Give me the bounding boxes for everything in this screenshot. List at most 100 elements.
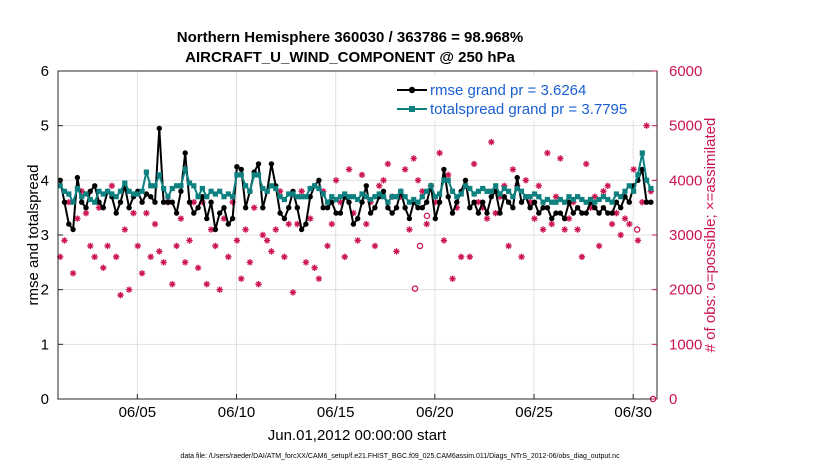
totalspread-point <box>540 199 546 205</box>
legend-rmse-label: rmse grand pr = 3.6264 <box>430 82 586 99</box>
rmse-point <box>527 205 533 211</box>
totalspread-point <box>605 196 611 203</box>
totalspread-point <box>484 188 490 194</box>
rmse-point <box>320 205 326 211</box>
totalspread-point <box>238 172 244 178</box>
rmse-point <box>329 199 335 205</box>
rmse-point <box>389 210 395 216</box>
rmse-point <box>182 150 188 156</box>
y-left-tick-label: 5 <box>41 118 49 135</box>
obs-assimilated-point <box>225 253 232 261</box>
obs-assimilated-point <box>281 253 288 261</box>
rmse-point <box>255 161 262 167</box>
rmse-point <box>475 210 482 216</box>
obs-assimilated-point <box>238 275 245 282</box>
totalspread-point <box>208 188 214 194</box>
rmse-point <box>294 205 300 211</box>
totalspread-point <box>471 191 477 197</box>
y-right-tick-label: 6000 <box>669 63 702 80</box>
obs-assimilated-point <box>457 253 465 261</box>
obs-assimilated-point <box>470 160 478 168</box>
rmse-point <box>277 210 283 216</box>
rmse-point <box>643 199 650 205</box>
y-axis-left-label: rmse and totalspread <box>25 165 42 306</box>
rmse-point <box>363 183 369 189</box>
obs-assimilated-point <box>552 193 560 200</box>
rmse-point <box>462 177 469 183</box>
y-left-tick-label: 2 <box>41 282 49 299</box>
totalspread-point <box>109 191 115 197</box>
totalspread-point <box>518 188 525 194</box>
obs-assimilated-point <box>216 286 223 293</box>
totalspread-point <box>368 196 374 203</box>
obs-assimilated-point <box>272 226 279 233</box>
y-left-tick-label: 6 <box>41 63 49 80</box>
totalspread-point <box>100 191 106 197</box>
totalspread-point <box>506 188 512 194</box>
totalspread-point <box>294 194 300 200</box>
obs-assimilated-point <box>328 220 336 228</box>
rmse-point <box>238 166 244 173</box>
totalspread-point <box>286 191 292 197</box>
totalspread-point <box>247 188 253 194</box>
grid-lines <box>58 71 657 399</box>
totalspread-point <box>536 194 542 200</box>
obs-assimilated-point <box>113 253 120 261</box>
rmse-point <box>415 205 421 211</box>
rmse-point <box>173 210 180 216</box>
y-axis-right: 0 1000 2000 3000 4000 5000 6000 <box>652 63 702 408</box>
obs-assimilated-point <box>250 204 258 211</box>
y-right-tick-label: 0 <box>669 391 677 408</box>
totalspread-point <box>622 188 628 194</box>
rmse-point <box>212 226 219 233</box>
legend-spread-label: totalspread grand pr = 3.7795 <box>430 101 627 118</box>
obs-assimilated-point <box>522 177 530 184</box>
totalspread-point <box>186 180 193 186</box>
totalspread-point <box>618 194 624 200</box>
obs-assimilated-point <box>156 248 163 255</box>
rmse-point <box>160 199 167 205</box>
obs-possible-point <box>416 242 424 250</box>
totalspread-point <box>462 183 469 189</box>
rmse-point <box>557 210 563 216</box>
totalspread-point <box>411 196 417 203</box>
rmse-point <box>139 199 145 205</box>
totalspread-point <box>273 185 279 192</box>
rmse-point <box>454 199 460 205</box>
totalspread-point <box>346 194 352 200</box>
totalspread-point <box>514 185 520 192</box>
obs-assimilated-point <box>354 237 361 244</box>
obs-assimilated-point <box>630 166 637 173</box>
totalspread-point <box>467 185 473 192</box>
rmse-point <box>579 210 585 216</box>
totalspread-point <box>299 194 305 200</box>
obs-assimilated-point <box>233 237 241 244</box>
totalspread-point <box>583 199 589 205</box>
rmse-point <box>156 125 162 132</box>
obs-assimilated-point <box>203 281 210 288</box>
rmse-point <box>191 210 197 216</box>
obs-assimilated-point <box>302 259 310 266</box>
obs-assimilated-point <box>414 177 422 184</box>
rmse-point <box>574 205 581 211</box>
obs-assimilated-point <box>294 220 301 228</box>
obs-assimilated-point <box>483 215 491 222</box>
obs-assimilated-point <box>82 209 90 217</box>
totalspread-point <box>264 188 270 194</box>
rmse-point <box>540 205 546 211</box>
rmse-point <box>497 210 503 216</box>
totalspread-point <box>510 194 516 200</box>
rmse-point <box>152 199 158 205</box>
footnote-data-file: data file: /Users/raeder/DAI/ATM_forcXX/… <box>180 453 620 460</box>
rmse-point <box>380 188 387 194</box>
rmse-point <box>113 210 119 216</box>
totalspread-point <box>570 196 576 203</box>
rmse-point <box>221 205 227 211</box>
totalspread-point <box>631 188 637 194</box>
obs-assimilated-point <box>138 270 146 277</box>
totalspread-point <box>152 183 158 189</box>
obs-assimilated-point <box>190 199 198 206</box>
obs-assimilated-point <box>246 259 254 266</box>
rmse-point <box>199 194 206 200</box>
rmse-point <box>480 199 486 205</box>
